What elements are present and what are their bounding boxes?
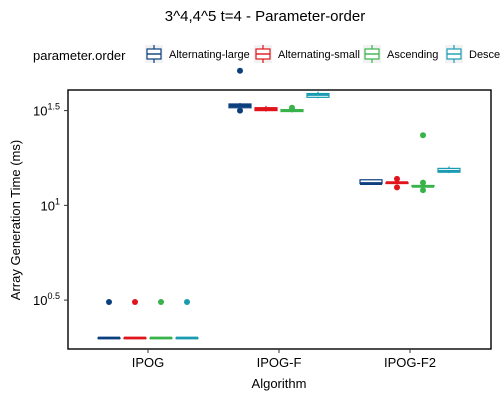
legend-item-alternating-large: Alternating-large	[145, 45, 250, 63]
plot-panel	[67, 89, 492, 350]
legend-title: parameter.order	[33, 48, 126, 63]
y-tick-base: 10	[41, 198, 55, 213]
legend-item-ascending: Ascending	[363, 45, 438, 63]
outlier-point	[289, 104, 295, 111]
box-ascending-ipog-f2	[411, 132, 435, 194]
outlier-point	[394, 175, 400, 182]
legend: parameter.order Alternating-large Alternat…	[33, 45, 500, 63]
outlier-point	[158, 298, 164, 305]
y-tick-label: 100.5	[33, 291, 60, 308]
y-tick-label: 101.5	[33, 102, 60, 119]
outlier-point	[420, 187, 426, 194]
box-alternating-small-ipog	[123, 298, 147, 340]
y-tick-base: 10	[33, 104, 47, 119]
boxes	[97, 67, 461, 340]
legend-label: Alternating-small	[278, 49, 360, 61]
legend-label: Alternating-large	[169, 49, 250, 61]
outlier-point	[394, 184, 400, 191]
box-alternating-small-ipog-f2	[385, 175, 409, 191]
outlier-point	[184, 298, 190, 305]
y-tick-exponent: 0.5	[47, 291, 60, 301]
outlier-point	[420, 179, 426, 186]
y-tick-exponent: 1.5	[47, 102, 60, 112]
box-alternating-large-ipog-f2	[359, 179, 383, 185]
box-alternating-large-ipog	[97, 298, 121, 340]
chart-title: 3^4,4^5 t=4 - Parameter-order	[165, 8, 365, 25]
y-tick-exponent: 1	[55, 196, 60, 206]
outlier-point	[106, 298, 112, 305]
legend-label: Ascending	[387, 49, 438, 61]
legend-label: Descending	[469, 49, 500, 61]
outlier-point	[237, 67, 243, 74]
x-tick-label: IPOG-F2	[384, 355, 436, 370]
box-descending-ipog	[175, 298, 199, 340]
outlier-point	[237, 107, 243, 114]
outlier-point	[420, 132, 426, 139]
y-axis-title: Array Generation Time (ms)	[8, 140, 23, 300]
box-ascending-ipog	[149, 298, 173, 340]
box-ascending-ipog-f	[280, 104, 304, 113]
x-tick-label: IPOG-F	[257, 355, 302, 370]
outlier-point	[132, 298, 138, 305]
legend-item-descending: Descending	[445, 45, 500, 63]
box-descending-ipog-f2	[437, 166, 461, 174]
y-tick-label: 101	[41, 196, 60, 213]
box-alternating-small-ipog-f	[254, 105, 278, 112]
x-axis-title: Algorithm	[252, 376, 307, 391]
x-tick-label: IPOG	[132, 355, 165, 370]
box-alternating-large-ipog-f	[228, 67, 252, 114]
y-tick-base: 10	[33, 293, 47, 308]
x-axis: IPOG IPOG-F IPOG-F2	[132, 349, 436, 370]
legend-item-alternating-small: Alternating-small	[254, 45, 360, 63]
box-descending-ipog-f	[306, 91, 330, 99]
